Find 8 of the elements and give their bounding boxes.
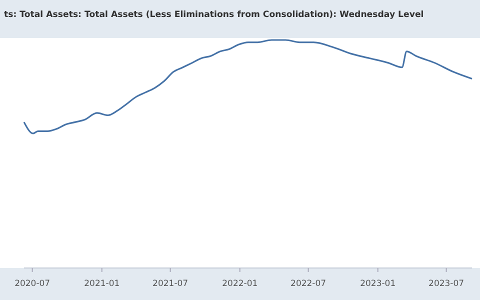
x-tick-label: 2023-07 [428,279,464,289]
x-tick-label: 2021-01 [84,279,120,289]
x-tick-label: 2021-07 [152,279,188,289]
x-tick-label: 2022-07 [290,279,326,289]
x-tick-label: 2022-01 [222,279,258,289]
x-tick-label: 2023-01 [360,279,396,289]
x-tick-label: 2020-07 [14,279,50,289]
chart-title: ts: Total Assets: Total Assets (Less Eliminations from Consolidation): Wednesday Level [4,10,424,20]
